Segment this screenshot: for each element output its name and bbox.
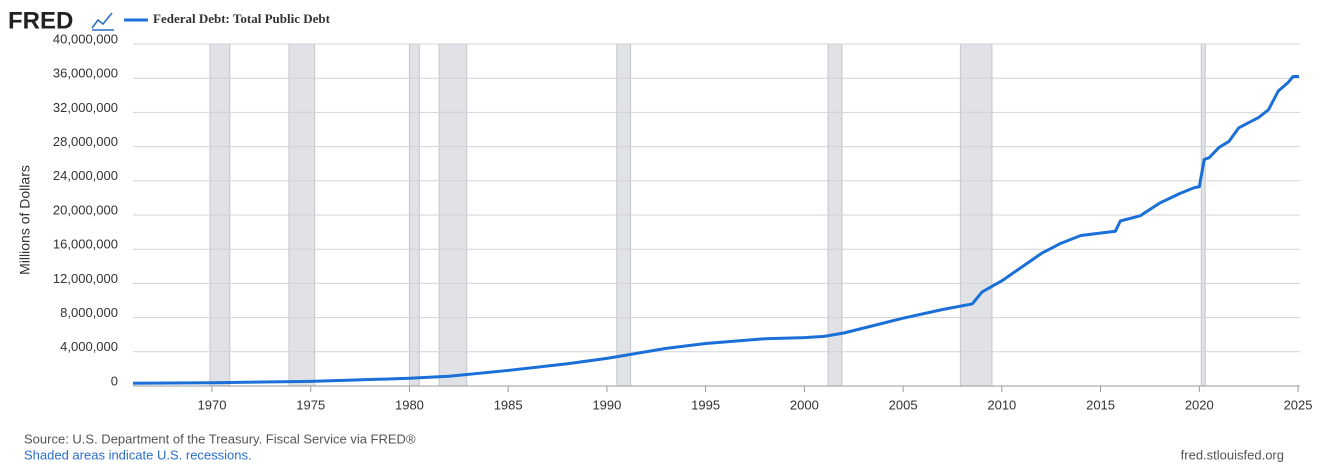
note[interactable]: Shaded areas indicate U.S. recessions. bbox=[24, 447, 252, 462]
logo: FRED bbox=[8, 7, 73, 34]
x-tick-label: 2010 bbox=[987, 397, 1016, 412]
y-tick-label: 28,000,000 bbox=[53, 134, 118, 149]
x-tick-label: 1975 bbox=[296, 397, 325, 412]
x-tick-label: 1995 bbox=[691, 397, 720, 412]
x-tick-label: 1990 bbox=[592, 397, 621, 412]
x-tick-label: 2015 bbox=[1086, 397, 1115, 412]
y-tick-label: 16,000,000 bbox=[53, 237, 118, 252]
x-tick-label: 2020 bbox=[1185, 397, 1214, 412]
x-tick-label: 2000 bbox=[790, 397, 819, 412]
x-tick-label: 2005 bbox=[889, 397, 918, 412]
logo-icon bbox=[91, 12, 114, 31]
series-line bbox=[132, 74, 1300, 385]
y-tick-label: 0 bbox=[111, 373, 118, 388]
source: Source: U.S. Department of the Treasury.… bbox=[24, 431, 416, 446]
y-tick-label: 32,000,000 bbox=[53, 100, 118, 115]
x-tick-label: 1985 bbox=[494, 397, 523, 412]
y-tick-label: 12,000,000 bbox=[53, 271, 118, 286]
y-tick-label: 36,000,000 bbox=[53, 66, 118, 81]
x-tick-label: 1980 bbox=[395, 397, 424, 412]
legend-label: Federal Debt: Total Public Debt bbox=[153, 11, 331, 26]
y-tick-label: 24,000,000 bbox=[53, 168, 118, 183]
x-tick-label: 1970 bbox=[198, 397, 227, 412]
y-tick-label: 20,000,000 bbox=[53, 202, 118, 217]
x-tick-label: 2025 bbox=[1284, 397, 1313, 412]
y-tick-label: 8,000,000 bbox=[60, 305, 118, 320]
y-axis-label: Millions of Dollars bbox=[17, 165, 33, 275]
y-tick-label: 40,000,000 bbox=[53, 31, 118, 46]
y-tick-label: 4,000,000 bbox=[60, 339, 118, 354]
site[interactable]: fred.stlouisfed.org bbox=[1181, 447, 1284, 462]
